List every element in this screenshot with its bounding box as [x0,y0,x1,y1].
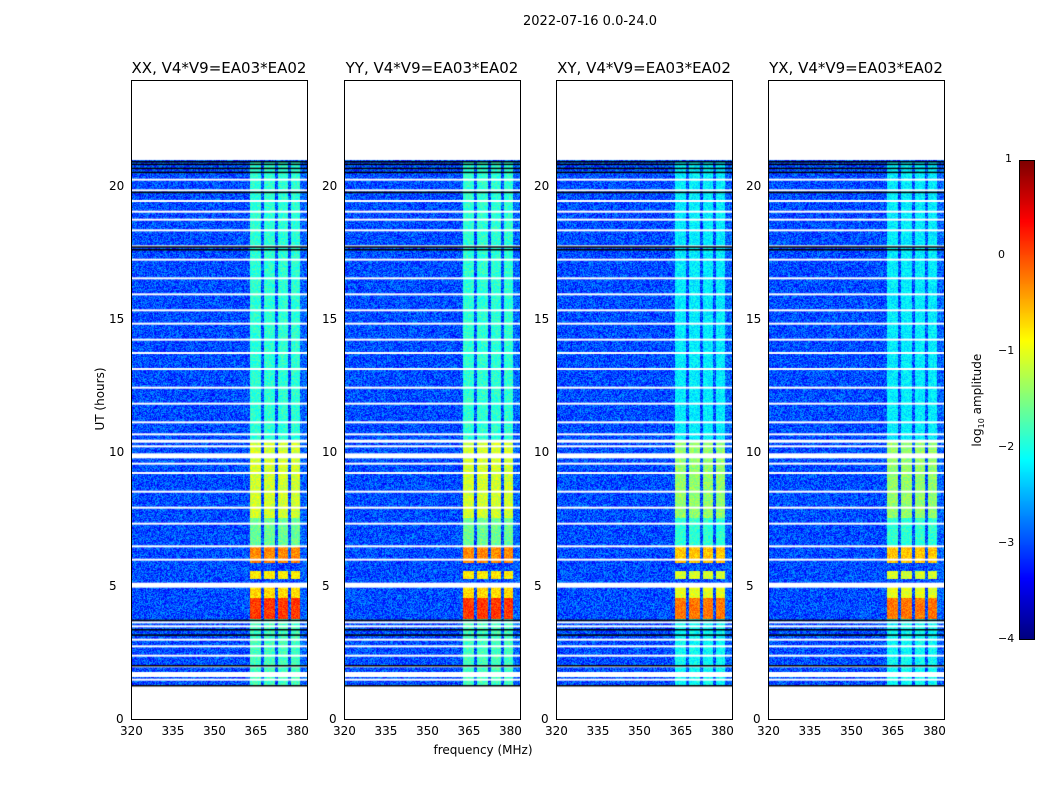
panel-title: YX, V4*V9=EA03*EA02 [769,59,943,77]
heatmap-image [132,81,307,719]
x-tick-label: 365 [881,724,905,738]
y-tick-label: 15 [109,312,125,326]
y-axis-label: UT (hours) [93,367,107,431]
colorbar-tick-label: −1 [998,344,1015,357]
heatmap-image [769,81,944,719]
x-tick-label: 380 [922,724,946,738]
x-tick-label: 350 [627,724,651,738]
x-tick-label: 350 [202,724,226,738]
y-tick-label: 5 [322,578,330,593]
heatmap-panel [556,80,733,720]
colorbar-tick-label: 1 [1005,152,1012,165]
x-tick-label: 320 [120,724,143,738]
y-tick-label: 15 [534,312,550,326]
y-tick-label: 0 [329,712,337,726]
x-tick-label: 350 [415,724,439,738]
heatmap-image [345,81,520,719]
x-tick-label: 320 [757,724,780,738]
y-tick-label: 5 [534,578,542,593]
x-tick-label: 335 [161,724,185,738]
x-tick-label: 335 [374,724,398,738]
y-tick-label: 10 [534,445,550,460]
x-tick-label: 350 [839,724,863,738]
panel-title: XX, V4*V9=EA03*EA02 [131,59,307,77]
y-tick-label: 10 [109,445,125,460]
heatmap-panel [344,80,521,720]
colorbar [1019,160,1035,640]
y-tick-label: 20 [322,178,338,193]
x-tick-label: 365 [457,724,481,738]
x-tick-label: 380 [285,724,309,738]
heatmap-panel [131,80,308,720]
x-tick-label: 380 [710,724,734,738]
colorbar-label: log10 amplitude [969,353,987,447]
colorbar-tick-label: −3 [998,536,1015,549]
y-tick-label: 0 [753,712,761,726]
heatmap-panel [768,80,945,720]
x-tick-label: 365 [669,724,693,738]
x-tick-label: 335 [586,724,610,738]
x-tick-label: 320 [333,724,356,738]
x-tick-label: 380 [498,724,522,738]
x-tick-label: 365 [244,724,268,738]
x-tick-label: 320 [545,724,568,738]
y-tick-label: 0 [116,712,124,726]
y-tick-label: 15 [746,312,762,326]
y-tick-label: 5 [109,578,117,593]
panel-title: YY, V4*V9=EA03*EA02 [345,59,519,77]
x-axis-label: frequency (MHz) [433,743,533,757]
x-tick-label: 335 [798,724,822,738]
y-tick-label: 15 [322,312,338,326]
y-tick-label: 10 [746,445,762,460]
y-tick-label: 20 [534,178,550,193]
panel-title: XY, V4*V9=EA03*EA02 [557,59,731,77]
y-tick-label: 5 [746,578,754,593]
y-tick-label: 10 [322,445,338,460]
y-tick-label: 20 [746,178,762,193]
colorbar-tick-label: −4 [998,632,1015,645]
y-tick-label: 20 [109,178,125,193]
y-tick-label: 0 [541,712,549,726]
colorbar-tick-label: −2 [998,440,1015,453]
colorbar-tick-label: 0 [998,248,1005,261]
figure-title: 2022-07-16 0.0-24.0 [523,14,657,29]
heatmap-image [557,81,732,719]
